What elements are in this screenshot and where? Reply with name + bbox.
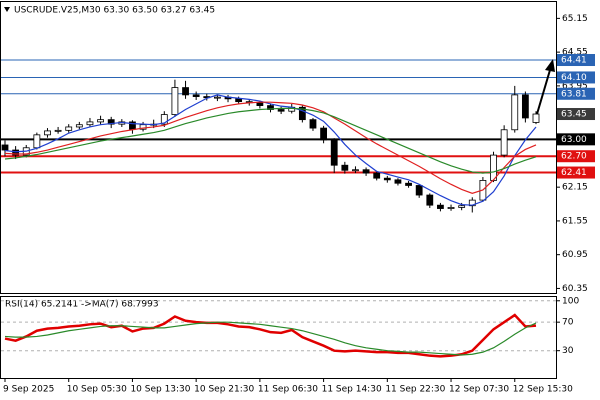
rsi-title: RSI(14) 65.2141 ->MA(7) 68.7993 bbox=[5, 300, 159, 310]
level-label: 64.41 bbox=[561, 56, 587, 66]
candle-body bbox=[415, 185, 423, 196]
candle-body bbox=[373, 172, 381, 179]
y-tick-label: 30 bbox=[562, 346, 574, 356]
candle-body bbox=[341, 164, 349, 171]
y-tick-label: 63.95 bbox=[562, 81, 588, 91]
level-box bbox=[557, 87, 595, 100]
x-tick-label: 11 Sep 06:30 bbox=[258, 385, 318, 395]
y-tick-label: 100 bbox=[562, 296, 579, 306]
level-box bbox=[557, 54, 595, 67]
x-tick-label: 9 Sep 2025 bbox=[3, 385, 54, 395]
candle-body bbox=[330, 139, 338, 166]
level-label: 62.70 bbox=[561, 152, 587, 162]
candle-body bbox=[171, 87, 179, 115]
candle-body bbox=[394, 179, 402, 184]
x-tick-label: 10 Sep 05:30 bbox=[67, 385, 127, 395]
line-series bbox=[4, 101, 537, 194]
candle-body bbox=[352, 169, 359, 172]
x-tick-label: 11 Sep 22:30 bbox=[385, 385, 445, 395]
line-series bbox=[4, 94, 537, 206]
line-series bbox=[4, 321, 537, 356]
y-tick-label: 62.15 bbox=[562, 183, 588, 193]
candle-body bbox=[86, 121, 94, 126]
candle-body bbox=[447, 207, 455, 209]
annotation-arrow bbox=[536, 59, 555, 115]
main-frame bbox=[0, 1, 557, 294]
candle-body bbox=[160, 114, 168, 125]
candle-body bbox=[277, 109, 285, 112]
candle-body bbox=[298, 106, 306, 121]
level-box bbox=[557, 150, 595, 163]
candle-body bbox=[192, 94, 200, 97]
level-box bbox=[557, 133, 595, 146]
candle-body bbox=[383, 177, 391, 181]
candle-body bbox=[75, 124, 83, 128]
last-price-label: 63.45 bbox=[561, 110, 587, 120]
line-series bbox=[4, 313, 537, 358]
level-label: 63.00 bbox=[561, 135, 587, 145]
y-tick-label: 65.15 bbox=[562, 14, 588, 24]
x-tick-label: 11 Sep 14:30 bbox=[322, 385, 382, 395]
y-tick-label: 70 bbox=[562, 318, 574, 328]
candle-body bbox=[12, 149, 20, 156]
candle-body bbox=[256, 102, 264, 106]
x-tick-label: 12 Sep 15:30 bbox=[513, 385, 573, 395]
candle-body bbox=[320, 127, 328, 141]
candle-body bbox=[65, 126, 73, 131]
x-tick-label: 12 Sep 07:30 bbox=[449, 385, 509, 395]
y-tick-label: 61.55 bbox=[562, 216, 588, 226]
chart-title: USCRUDE.V25,M30 63.30 63.50 63.27 63.45 bbox=[14, 6, 215, 16]
level-label: 62.41 bbox=[561, 168, 587, 178]
level-label: 64.10 bbox=[561, 73, 587, 83]
candle-body bbox=[405, 182, 412, 186]
arrow-shaft bbox=[536, 69, 551, 115]
x-tick-label: 10 Sep 21:30 bbox=[194, 385, 254, 395]
last-price-box bbox=[557, 108, 595, 121]
candle-body bbox=[437, 204, 444, 209]
candle-body bbox=[54, 129, 62, 132]
candle-body bbox=[532, 113, 540, 123]
candle-body bbox=[511, 94, 519, 131]
candle-body bbox=[213, 96, 221, 99]
candle-body bbox=[33, 134, 41, 149]
arrow-head bbox=[545, 59, 555, 72]
y-tick-label: 60.95 bbox=[562, 250, 588, 260]
candle-body bbox=[458, 205, 466, 208]
rsi-frame bbox=[0, 296, 557, 379]
candle-body bbox=[521, 94, 529, 119]
candle-body bbox=[97, 119, 104, 123]
candle-body bbox=[44, 130, 51, 136]
level-box bbox=[557, 166, 595, 179]
candle-body bbox=[426, 194, 434, 206]
y-tick-label: 60.35 bbox=[562, 284, 588, 294]
y-tick-label: 64.55 bbox=[562, 48, 588, 58]
level-box bbox=[557, 71, 595, 84]
candle-body bbox=[182, 87, 189, 96]
candle-body bbox=[362, 169, 370, 174]
collapse-icon bbox=[4, 7, 10, 12]
x-tick-label: 10 Sep 13:30 bbox=[130, 385, 190, 395]
candle-body bbox=[500, 129, 508, 156]
line-series bbox=[4, 107, 537, 174]
level-label: 63.81 bbox=[561, 89, 587, 99]
candle-body bbox=[1, 144, 9, 151]
candle-body bbox=[235, 98, 243, 103]
candle-body bbox=[309, 119, 317, 129]
